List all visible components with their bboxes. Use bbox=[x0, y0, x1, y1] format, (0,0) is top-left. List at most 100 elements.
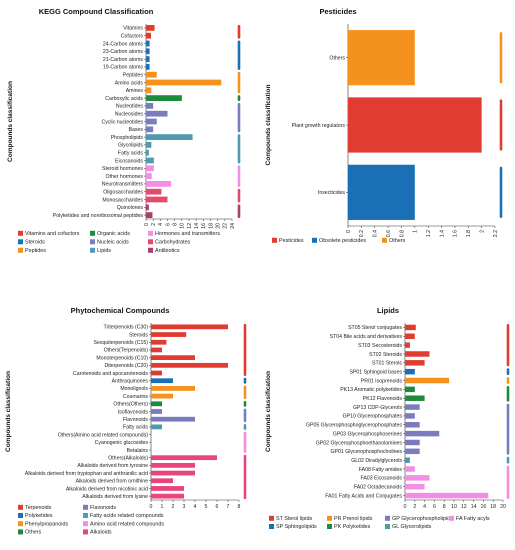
bar bbox=[405, 466, 415, 472]
x-tick-label: 18 bbox=[208, 223, 214, 229]
y-axis-label: Compounds classification bbox=[265, 85, 272, 166]
bar bbox=[146, 134, 193, 140]
group-bracket bbox=[237, 24, 241, 39]
legend-label: Pesticides bbox=[279, 238, 304, 244]
legend-label: Carbohydrates bbox=[155, 240, 191, 246]
bar bbox=[146, 40, 150, 47]
group-bracket bbox=[499, 32, 503, 84]
bar bbox=[151, 324, 228, 330]
bar bbox=[146, 87, 152, 94]
category-label: Alkaloids derived from nicotinic acid bbox=[66, 486, 148, 492]
bar bbox=[146, 142, 152, 148]
legend-label: Peptides bbox=[25, 248, 46, 254]
x-tick-label: 12 bbox=[461, 504, 467, 510]
bar bbox=[151, 378, 173, 384]
category-label: FA01 Fatty Acids and Conjugates bbox=[325, 493, 402, 499]
x-tick-label: 6 bbox=[216, 504, 219, 510]
legend-swatch bbox=[269, 524, 274, 529]
bar bbox=[146, 48, 150, 55]
group-bracket bbox=[243, 454, 247, 500]
legend-label: Terpenoids bbox=[25, 505, 52, 511]
bar bbox=[151, 386, 195, 391]
group-bracket bbox=[506, 368, 510, 376]
y-axis-label: Compounds classification bbox=[265, 371, 272, 452]
legend-swatch bbox=[90, 230, 95, 236]
x-tick-label: 0.8 bbox=[399, 230, 405, 237]
bar bbox=[146, 157, 154, 164]
group-bracket bbox=[237, 134, 241, 164]
category-label: Monosaccharides bbox=[102, 197, 143, 203]
x-tick-label: 1.6 bbox=[453, 230, 459, 237]
category-label: Vitamins bbox=[123, 26, 143, 32]
x-tick-label: 2 bbox=[413, 504, 416, 510]
category-label: GP02 Glycerophosphoethanolamines bbox=[316, 440, 403, 446]
legend-label: Nucleic acids bbox=[97, 240, 129, 246]
category-label: Others(Amino acid related compounds) bbox=[58, 432, 149, 438]
bar bbox=[146, 110, 168, 117]
legend-swatch bbox=[83, 529, 88, 535]
bar bbox=[405, 368, 415, 375]
legend-swatch bbox=[327, 524, 332, 529]
y-axis-label: Compounds classification bbox=[7, 81, 14, 162]
bar bbox=[151, 478, 173, 484]
legend-label: GP Glycerophospholipids bbox=[392, 516, 453, 522]
category-label: Glycolipids bbox=[118, 143, 143, 149]
legend-label: PK Polyketides bbox=[334, 524, 371, 530]
bar bbox=[151, 393, 173, 399]
legend-swatch bbox=[312, 237, 317, 243]
bar bbox=[405, 386, 415, 393]
bar bbox=[151, 416, 195, 422]
legend-swatch bbox=[18, 513, 23, 518]
category-label: Diterpenoids (C20) bbox=[104, 363, 148, 369]
category-label: Coumarins bbox=[123, 394, 148, 400]
group-bracket bbox=[506, 386, 510, 402]
x-tick-label: 20 bbox=[215, 223, 221, 229]
x-tick-label: 7 bbox=[227, 504, 230, 510]
x-tick-label: 14 bbox=[471, 504, 477, 510]
category-label: 19-Carbon atoms bbox=[103, 65, 143, 71]
x-tick-label: 2 bbox=[479, 230, 485, 233]
bar bbox=[405, 448, 420, 455]
chart-title: KEGG Compound Classification bbox=[39, 7, 154, 16]
bar bbox=[348, 97, 482, 153]
bar bbox=[151, 424, 162, 430]
legend-label: Obsolete pesticides bbox=[319, 238, 366, 244]
legend-swatch bbox=[18, 521, 23, 527]
category-label: Other hormones bbox=[106, 174, 144, 180]
bar bbox=[146, 71, 157, 78]
legend-swatch bbox=[272, 237, 277, 243]
bar bbox=[405, 342, 410, 348]
category-label: Others(Terpenoids) bbox=[104, 348, 149, 354]
legend-label: Others bbox=[25, 530, 41, 536]
legend-label: Flavonoids bbox=[90, 505, 116, 511]
bar bbox=[405, 395, 425, 401]
group-bracket bbox=[237, 165, 241, 187]
bar bbox=[405, 324, 416, 331]
x-tick-label: 1.8 bbox=[466, 230, 472, 237]
legend-swatch bbox=[18, 529, 23, 535]
legend-swatch bbox=[18, 504, 23, 510]
category-label: FA08 Fatty amides bbox=[359, 467, 403, 473]
bar bbox=[146, 188, 162, 195]
category-label: Monoterpenoids (C10) bbox=[96, 355, 148, 361]
phyto-chart-panel: Phytochemical Compounds Compounds classif… bbox=[0, 275, 258, 550]
bar bbox=[405, 475, 430, 481]
category-label: Carboxylic acids bbox=[105, 96, 143, 102]
pesticides-chart-panel: Pesticides Compounds classification Others… bbox=[258, 0, 515, 275]
x-tick-label: 4 bbox=[158, 223, 164, 226]
category-label: Fatty acids bbox=[123, 425, 148, 431]
group-bracket bbox=[237, 204, 241, 219]
category-label: Steroid hormones bbox=[102, 166, 143, 172]
legend-swatch bbox=[269, 515, 274, 521]
bar bbox=[146, 95, 182, 101]
x-tick-label: 2.2 bbox=[493, 230, 499, 237]
group-bracket bbox=[506, 377, 510, 384]
category-label: Others(Others) bbox=[113, 402, 148, 408]
legend-swatch bbox=[148, 247, 153, 253]
legend-label: ST Sterol lipids bbox=[276, 516, 312, 522]
x-tick-label: 0 bbox=[346, 230, 352, 233]
x-tick-label: 12 bbox=[187, 223, 193, 229]
group-bracket bbox=[506, 403, 510, 455]
category-label: Steroids bbox=[129, 332, 148, 338]
